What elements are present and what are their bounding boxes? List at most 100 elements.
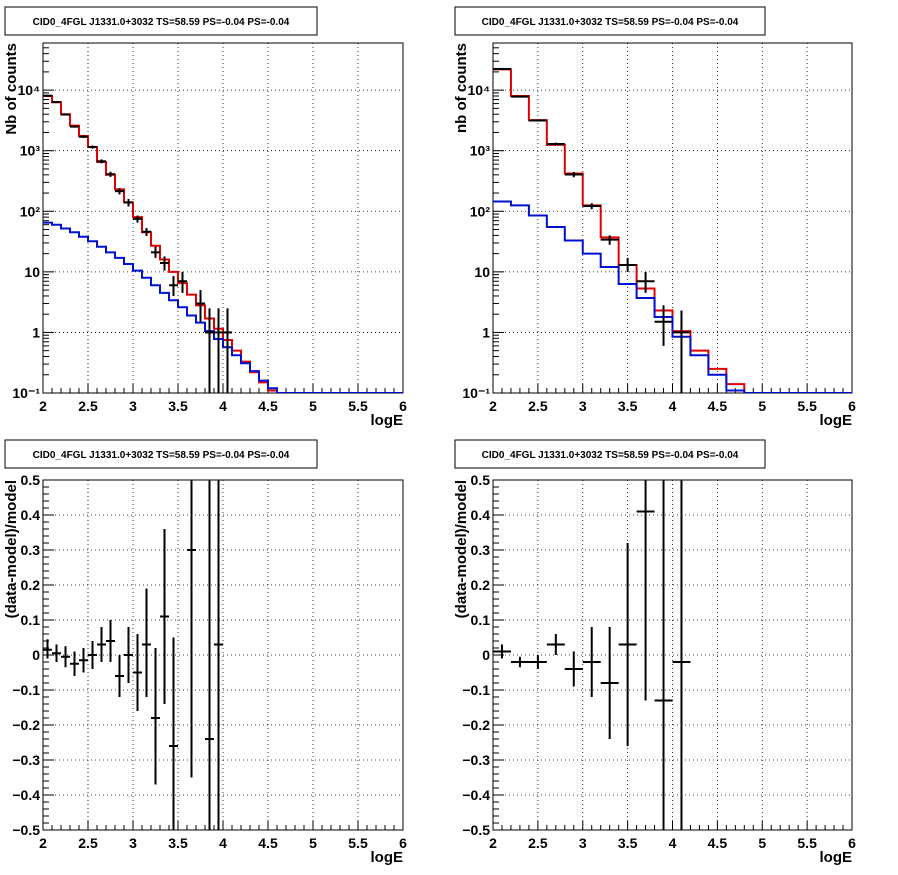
x-tick-label: 6 (399, 835, 407, 851)
data-point (196, 290, 205, 322)
data-point (600, 235, 619, 245)
data-point (178, 271, 187, 293)
x-tick-label: 5.5 (348, 835, 368, 851)
data-point (564, 651, 583, 687)
chart-panel-3: CID0_4FGL J1331.0+3032 TS=58.59 PS=-0.04… (3, 439, 407, 866)
data-point (187, 480, 196, 778)
x-tick-label: 4 (219, 398, 227, 414)
y-tick-label: 1 (32, 324, 40, 340)
data-point (636, 271, 655, 293)
x-tick-label: 2 (39, 835, 47, 851)
data-points (493, 480, 691, 830)
y-tick-label: −0.4 (12, 787, 40, 803)
y-tick-label: 0 (482, 647, 490, 663)
chart-title: CID0_4FGL J1331.0+3032 TS=58.59 PS=-0.04… (33, 17, 290, 28)
y-tick-label: −0.5 (12, 822, 40, 838)
data-point (43, 94, 52, 97)
data-point (672, 480, 691, 830)
data-point (115, 655, 124, 697)
data-point (88, 145, 97, 149)
data-point (160, 529, 169, 704)
data-point (546, 634, 565, 655)
data-point (52, 644, 61, 662)
data-points (43, 94, 232, 393)
y-axis-title: (data-model)/model (453, 480, 470, 618)
x-tick-label: 4 (669, 835, 677, 851)
y-tick-label: 0 (32, 647, 40, 663)
data-points (493, 68, 691, 393)
data-point (169, 637, 178, 830)
y-tick-label: 0.5 (471, 472, 491, 488)
y-tick-label: 10⁴ (18, 82, 41, 98)
y-tick-label: −0.2 (12, 717, 40, 733)
data-point (654, 480, 673, 830)
x-tick-label: 5.5 (797, 398, 817, 414)
chart-panel-1: CID0_4FGL J1331.0+3032 TS=58.59 PS=-0.04… (3, 6, 407, 429)
y-tick-label: −0.1 (12, 682, 40, 698)
y-axis-title: nb of counts (453, 43, 470, 133)
data-point (546, 142, 565, 146)
chart-title: CID0_4FGL J1331.0+3032 TS=58.59 PS=-0.04… (482, 450, 739, 461)
data-point (528, 119, 547, 122)
component-model-histogram (493, 200, 852, 393)
x-tick-label: 2.5 (78, 398, 98, 414)
data-point (43, 639, 52, 659)
data-point (618, 543, 637, 746)
chart-title: CID0_4FGL J1331.0+3032 TS=58.59 PS=-0.04… (482, 17, 739, 28)
y-tick-label: 0.4 (471, 507, 491, 523)
data-point (169, 276, 178, 296)
y-tick-label: −0.3 (12, 752, 40, 768)
y-tick-label: 10⁴ (468, 82, 491, 98)
x-tick-label: 2.5 (528, 398, 548, 414)
grid-lines (43, 480, 403, 830)
y-tick-label: 0.3 (21, 542, 41, 558)
y-tick-label: 10⁻¹ (462, 385, 490, 401)
data-point (582, 203, 601, 210)
y-tick-label: −0.4 (462, 787, 490, 803)
chart-title-box (454, 439, 766, 469)
y-tick-label: 10³ (20, 143, 41, 159)
data-point (106, 620, 115, 662)
y-tick-label: 0.2 (21, 577, 41, 593)
x-tick-label: 2.5 (528, 835, 548, 851)
data-points (43, 480, 223, 830)
x-tick-label: 5 (758, 398, 766, 414)
x-tick-label: 3 (579, 835, 587, 851)
y-tick-label: 10² (20, 203, 41, 219)
axis-ticks (42, 479, 404, 831)
x-tick-label: 4.5 (258, 398, 278, 414)
data-point (205, 480, 214, 830)
chart-panel-2: CID0_4FGL J1331.0+3032 TS=58.59 PS=-0.04… (453, 6, 856, 429)
x-axis-title: logE (820, 849, 853, 866)
x-tick-label: 4 (219, 835, 227, 851)
y-tick-label: 10 (24, 264, 40, 280)
data-point (636, 480, 655, 701)
x-axis-title: logE (371, 412, 404, 429)
x-tick-label: 6 (848, 398, 856, 414)
data-point (600, 627, 619, 739)
x-tick-label: 6 (848, 835, 856, 851)
chart-title-box (4, 6, 318, 36)
component-model-histogram (43, 221, 403, 393)
y-tick-label: −0.2 (462, 717, 490, 733)
plot-area (43, 94, 403, 393)
data-point (205, 308, 214, 393)
chart-title-box (4, 439, 318, 469)
x-tick-label: 3.5 (618, 835, 638, 851)
y-tick-label: −0.1 (462, 682, 490, 698)
data-point (124, 627, 133, 683)
data-point (654, 305, 673, 346)
data-point (61, 646, 70, 668)
data-point (133, 634, 142, 711)
plot-area (493, 68, 852, 393)
axis-ticks (492, 479, 853, 831)
data-point (510, 656, 529, 668)
y-tick-label: 0.3 (471, 542, 491, 558)
data-point (142, 227, 151, 237)
data-point (133, 215, 142, 223)
data-point (52, 101, 61, 104)
plot-area (43, 480, 223, 830)
x-tick-label: 3 (579, 398, 587, 414)
y-tick-label: −0.5 (462, 822, 490, 838)
